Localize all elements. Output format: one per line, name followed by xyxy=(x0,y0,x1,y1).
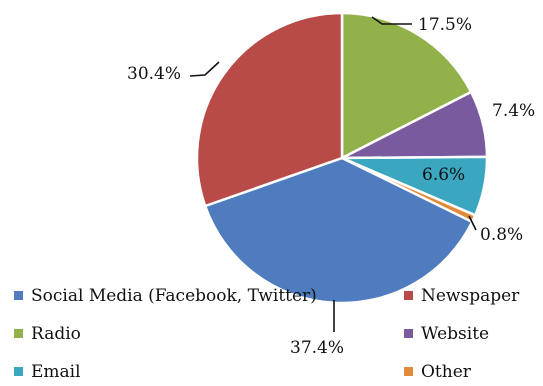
legend-label-radio: Radio xyxy=(31,324,81,344)
data-label-other: 0.8% xyxy=(480,225,523,245)
slice-newspaper xyxy=(195,11,344,208)
leader-lines xyxy=(189,16,477,332)
data-label-newspaper: 30.4% xyxy=(127,64,181,84)
data-label-email: 6.6% xyxy=(422,165,465,185)
slice-radio xyxy=(340,11,473,160)
data-label-website: 7.4% xyxy=(492,101,535,121)
slice-labels: 17.5% 7.4% 6.6% 0.8% 37.4% 30.4% xyxy=(127,15,535,358)
legend-swatch-email xyxy=(14,367,23,376)
leader-line-other xyxy=(468,215,477,231)
legend-label-email: Email xyxy=(31,362,81,382)
legend-swatch-other xyxy=(404,367,413,376)
pie-slices xyxy=(195,11,489,305)
legend-swatch-radio xyxy=(14,329,23,338)
leader-line-newspaper xyxy=(189,61,220,77)
legend-label-social-media-facebook-twitter: Social Media (Facebook, Twitter) xyxy=(31,286,317,306)
leader-line-radio xyxy=(371,16,412,25)
legend-item-other: Other xyxy=(404,362,472,382)
legend-swatch-social-media-facebook-twitter xyxy=(14,291,23,300)
legend-item-email: Email xyxy=(14,362,81,382)
data-label-radio: 17.5% xyxy=(418,15,472,35)
legend-label-newspaper: Newspaper xyxy=(421,286,520,306)
legend-item-radio: Radio xyxy=(14,324,81,344)
legend-swatch-newspaper xyxy=(404,291,413,300)
legend-item-website: Website xyxy=(404,324,489,344)
legend-label-other: Other xyxy=(421,362,472,382)
data-label-social-media-facebook-twitter: 37.4% xyxy=(290,338,344,358)
legend-item-newspaper: Newspaper xyxy=(404,286,520,306)
legend: Social Media (Facebook, Twitter) Newspape… xyxy=(14,286,520,382)
legend-item-social-media-facebook-twitter: Social Media (Facebook, Twitter) xyxy=(14,286,317,306)
legend-swatch-website xyxy=(404,329,413,338)
legend-label-website: Website xyxy=(421,324,489,344)
